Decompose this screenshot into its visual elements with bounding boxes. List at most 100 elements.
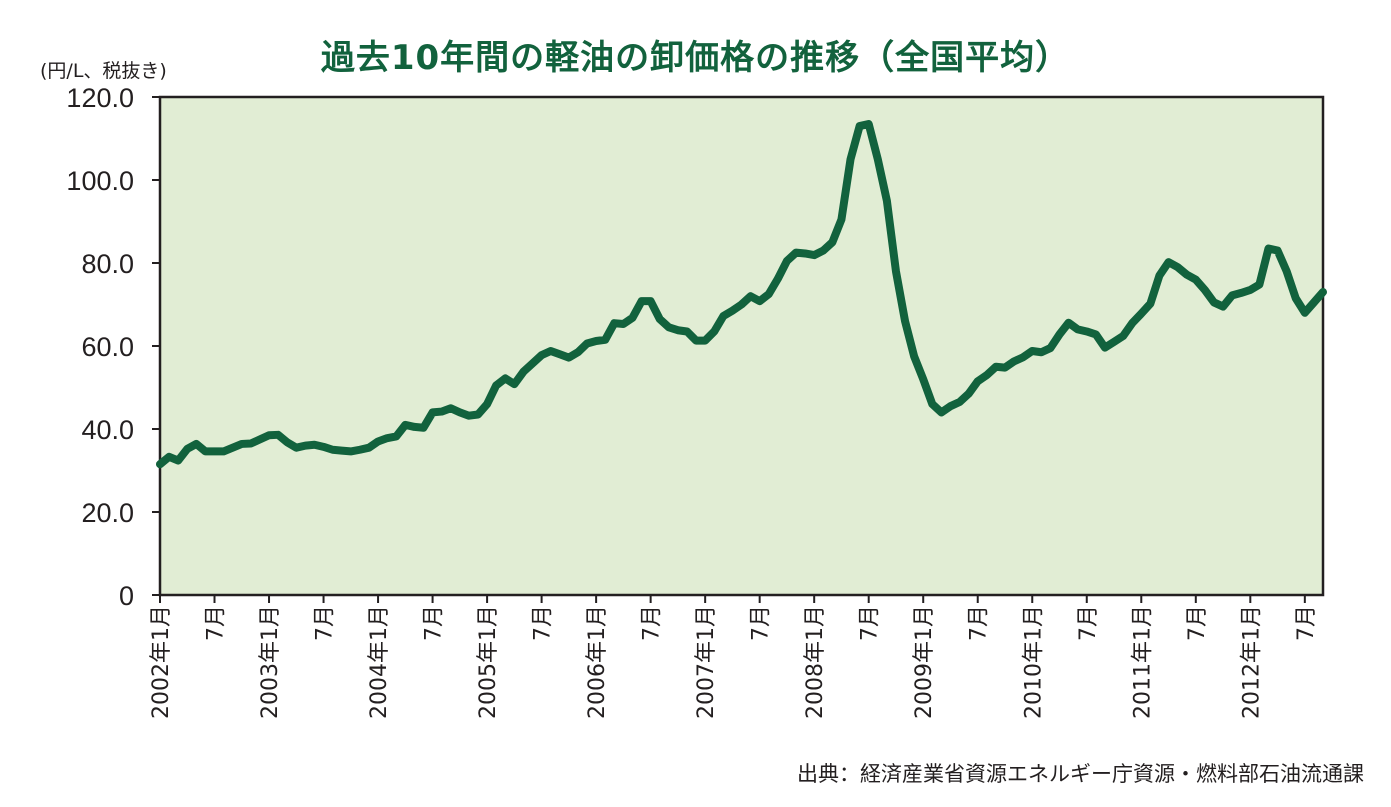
data-point bbox=[819, 247, 827, 255]
data-point bbox=[401, 421, 409, 429]
data-point bbox=[410, 423, 418, 431]
data-point bbox=[301, 442, 309, 450]
data-point bbox=[910, 352, 918, 360]
data-point bbox=[692, 337, 700, 345]
data-point bbox=[429, 408, 437, 416]
y-tick-label: 100.0 bbox=[66, 166, 134, 196]
data-point bbox=[928, 400, 936, 408]
data-point bbox=[192, 440, 200, 448]
y-axis-ticks: 0 20.0 40.0 60.0 80.0 100.0 120.0 bbox=[66, 83, 160, 611]
data-point bbox=[710, 327, 718, 335]
data-point bbox=[247, 440, 255, 448]
data-point bbox=[1192, 276, 1200, 284]
data-point bbox=[1255, 281, 1263, 289]
data-point bbox=[946, 402, 954, 410]
data-point bbox=[1119, 332, 1127, 340]
data-point bbox=[529, 359, 537, 367]
data-point bbox=[347, 447, 355, 455]
data-point bbox=[628, 314, 636, 322]
data-point bbox=[556, 350, 564, 358]
data-point bbox=[156, 460, 164, 468]
data-point bbox=[1092, 330, 1100, 338]
data-point bbox=[765, 290, 773, 298]
data-point bbox=[738, 301, 745, 308]
data-point bbox=[1274, 247, 1282, 255]
data-point bbox=[1137, 310, 1145, 318]
data-point bbox=[937, 408, 945, 416]
data-point bbox=[1237, 289, 1245, 297]
chart-title: 過去10年間の軽油の卸価格の推移（全国平均） bbox=[320, 38, 1071, 78]
data-point bbox=[1146, 300, 1154, 308]
data-point bbox=[1301, 309, 1309, 317]
data-point bbox=[283, 438, 291, 446]
data-point bbox=[574, 348, 582, 356]
x-tick-label: 7月 bbox=[967, 605, 992, 641]
data-point bbox=[801, 249, 809, 257]
data-point bbox=[592, 337, 600, 345]
data-point bbox=[919, 375, 927, 383]
data-point bbox=[656, 315, 664, 323]
data-point bbox=[1019, 353, 1027, 361]
data-point bbox=[1292, 294, 1300, 302]
data-point bbox=[1246, 286, 1254, 294]
data-point bbox=[438, 408, 446, 416]
data-point bbox=[1201, 286, 1209, 294]
data-point bbox=[483, 400, 491, 408]
x-tick-label: 7月 bbox=[531, 605, 556, 641]
x-tick-label: 2005年1月 bbox=[476, 605, 501, 719]
data-point bbox=[465, 412, 473, 420]
x-tick-label: 2011年1月 bbox=[1130, 605, 1155, 719]
data-point bbox=[211, 447, 219, 455]
x-tick-label: 7月 bbox=[204, 605, 229, 641]
data-point bbox=[256, 435, 264, 443]
data-point bbox=[1001, 364, 1009, 372]
data-point bbox=[774, 275, 782, 283]
x-tick-label: 2012年1月 bbox=[1239, 605, 1264, 719]
data-point bbox=[1283, 267, 1291, 275]
data-point bbox=[1264, 244, 1272, 252]
data-point bbox=[274, 431, 282, 439]
plot-area bbox=[158, 95, 1325, 597]
data-point bbox=[619, 320, 627, 328]
data-point bbox=[229, 444, 237, 452]
x-tick-label: 2007年1月 bbox=[694, 605, 719, 719]
data-point bbox=[456, 408, 464, 416]
x-tick-label: 7月 bbox=[1185, 605, 1210, 641]
data-point bbox=[747, 292, 755, 300]
data-point bbox=[1165, 258, 1173, 266]
data-point bbox=[983, 371, 991, 379]
data-point bbox=[1074, 325, 1082, 333]
data-point bbox=[1056, 330, 1064, 338]
data-point bbox=[419, 424, 427, 432]
data-point bbox=[392, 432, 400, 440]
data-point bbox=[1010, 357, 1018, 365]
x-axis-ticks: 2002年1月 7月 2003年1月 7月 2004年1月 7月 2005年1月 7月 2006… bbox=[149, 595, 1319, 719]
data-point bbox=[292, 444, 300, 452]
x-tick-label: 2002年1月 bbox=[149, 605, 174, 719]
x-tick-label: 2006年1月 bbox=[585, 605, 610, 719]
data-point bbox=[220, 447, 228, 455]
data-point bbox=[901, 317, 909, 325]
series-points bbox=[156, 120, 1327, 468]
data-point bbox=[683, 327, 691, 335]
data-point bbox=[874, 155, 882, 163]
x-tick-label: 2009年1月 bbox=[912, 605, 937, 719]
data-point bbox=[338, 447, 346, 455]
data-point bbox=[601, 336, 609, 344]
data-point bbox=[719, 312, 727, 320]
data-point bbox=[665, 323, 673, 331]
data-point bbox=[1210, 298, 1218, 306]
data-point bbox=[856, 122, 864, 130]
data-point bbox=[492, 381, 500, 389]
data-point bbox=[183, 445, 191, 453]
data-point bbox=[837, 215, 845, 223]
data-point bbox=[701, 337, 709, 345]
data-point bbox=[383, 434, 391, 442]
x-tick-label: 2008年1月 bbox=[803, 605, 828, 719]
data-point bbox=[647, 297, 655, 305]
data-point bbox=[610, 319, 618, 327]
data-point bbox=[1310, 298, 1318, 306]
source-note: 出典：経済産業省資源エネルギー庁資源・燃料部石油流通課 bbox=[797, 762, 1364, 786]
data-point bbox=[1183, 271, 1191, 279]
